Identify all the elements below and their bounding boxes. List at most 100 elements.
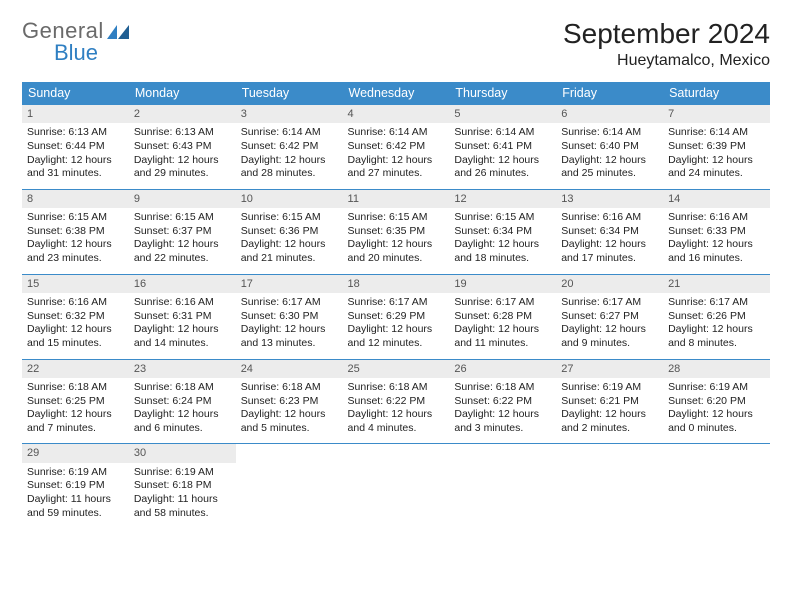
day-header: Thursday — [449, 82, 556, 105]
sunrise-text: Sunrise: 6:17 AM — [454, 296, 551, 310]
day-cell: 13Sunrise: 6:16 AMSunset: 6:34 PMDayligh… — [556, 189, 663, 274]
day-number: 11 — [343, 190, 450, 208]
day-cell: 11Sunrise: 6:15 AMSunset: 6:35 PMDayligh… — [343, 189, 450, 274]
daylight-text: Daylight: 11 hours and 59 minutes. — [27, 493, 124, 520]
logo-sail-icon — [107, 25, 129, 39]
daylight-text: Daylight: 12 hours and 12 minutes. — [348, 323, 445, 350]
sunset-text: Sunset: 6:22 PM — [348, 395, 445, 409]
sunset-text: Sunset: 6:26 PM — [668, 310, 765, 324]
day-number: 6 — [556, 105, 663, 123]
sunrise-text: Sunrise: 6:18 AM — [348, 381, 445, 395]
day-body: Sunrise: 6:17 AMSunset: 6:27 PMDaylight:… — [556, 293, 663, 359]
sunrise-text: Sunrise: 6:17 AM — [241, 296, 338, 310]
day-cell: . — [343, 444, 450, 528]
logo: General Blue — [22, 18, 129, 66]
sunset-text: Sunset: 6:28 PM — [454, 310, 551, 324]
daylight-text: Daylight: 12 hours and 2 minutes. — [561, 408, 658, 435]
sunset-text: Sunset: 6:38 PM — [27, 225, 124, 239]
sunset-text: Sunset: 6:20 PM — [668, 395, 765, 409]
daylight-text: Daylight: 12 hours and 4 minutes. — [348, 408, 445, 435]
day-number: 10 — [236, 190, 343, 208]
sunset-text: Sunset: 6:34 PM — [561, 225, 658, 239]
day-cell: 2Sunrise: 6:13 AMSunset: 6:43 PMDaylight… — [129, 105, 236, 190]
day-body: Sunrise: 6:13 AMSunset: 6:44 PMDaylight:… — [22, 123, 129, 189]
day-header: Saturday — [663, 82, 770, 105]
day-cell: 25Sunrise: 6:18 AMSunset: 6:22 PMDayligh… — [343, 359, 450, 444]
week-row: 22Sunrise: 6:18 AMSunset: 6:25 PMDayligh… — [22, 359, 770, 444]
day-number: 15 — [22, 275, 129, 293]
day-number: 28 — [663, 360, 770, 378]
day-cell: 18Sunrise: 6:17 AMSunset: 6:29 PMDayligh… — [343, 274, 450, 359]
daylight-text: Daylight: 12 hours and 27 minutes. — [348, 154, 445, 181]
sunrise-text: Sunrise: 6:14 AM — [241, 126, 338, 140]
sunrise-text: Sunrise: 6:18 AM — [134, 381, 231, 395]
day-body: Sunrise: 6:17 AMSunset: 6:26 PMDaylight:… — [663, 293, 770, 359]
sunrise-text: Sunrise: 6:16 AM — [27, 296, 124, 310]
day-cell: 15 Sunrise: 6:16 AMSunset: 6:32 PMDayligh… — [22, 274, 129, 359]
week-row: 8Sunrise: 6:15 AMSunset: 6:38 PMDaylight… — [22, 189, 770, 274]
day-cell: 9Sunrise: 6:15 AMSunset: 6:37 PMDaylight… — [129, 189, 236, 274]
day-number: 5 — [449, 105, 556, 123]
daylight-text: Daylight: 12 hours and 3 minutes. — [454, 408, 551, 435]
day-cell: 29Sunrise: 6:19 AMSunset: 6:19 PMDayligh… — [22, 444, 129, 528]
sunrise-text: Sunrise: 6:15 AM — [241, 211, 338, 225]
day-cell: . — [556, 444, 663, 528]
day-body: Sunrise: 6:18 AMSunset: 6:22 PMDaylight:… — [343, 378, 450, 444]
day-body: Sunrise: 6:15 AMSunset: 6:34 PMDaylight:… — [449, 208, 556, 274]
sunrise-text: Sunrise: 6:15 AM — [454, 211, 551, 225]
week-row: 15Sunrise: 6:16 AMSunset: 6:32 PMDayligh… — [22, 274, 770, 359]
day-cell: 10Sunrise: 6:15 AMSunset: 6:36 PMDayligh… — [236, 189, 343, 274]
sunrise-text: Sunrise: 6:19 AM — [668, 381, 765, 395]
sunset-text: Sunset: 6:34 PM — [454, 225, 551, 239]
calendar-table: SundayMondayTuesdayWednesdayThursdayFrid… — [22, 82, 770, 528]
daylight-text: Daylight: 12 hours and 31 minutes. — [27, 154, 124, 181]
daylight-text: Daylight: 12 hours and 23 minutes. — [27, 238, 124, 265]
day-cell: 17Sunrise: 6:17 AMSunset: 6:30 PMDayligh… — [236, 274, 343, 359]
day-number: 30 — [129, 444, 236, 462]
daylight-text: Daylight: 12 hours and 5 minutes. — [241, 408, 338, 435]
day-body: Sunrise: 6:17 AMSunset: 6:30 PMDaylight:… — [236, 293, 343, 359]
sunset-text: Sunset: 6:39 PM — [668, 140, 765, 154]
day-body: Sunrise: 6:15 AMSunset: 6:37 PMDaylight:… — [129, 208, 236, 274]
sunrise-text: Sunrise: 6:13 AM — [27, 126, 124, 140]
daylight-text: Daylight: 12 hours and 15 minutes. — [27, 323, 124, 350]
daylight-text: Daylight: 12 hours and 14 minutes. — [134, 323, 231, 350]
calendar-body: 1Sunrise: 6:13 AMSunset: 6:44 PMDaylight… — [22, 105, 770, 529]
daylight-text: Daylight: 12 hours and 17 minutes. — [561, 238, 658, 265]
day-number: 27 — [556, 360, 663, 378]
day-body: Sunrise: 6:16 AMSunset: 6:33 PMDaylight:… — [663, 208, 770, 274]
day-cell: 24Sunrise: 6:18 AMSunset: 6:23 PMDayligh… — [236, 359, 343, 444]
sunset-text: Sunset: 6:41 PM — [454, 140, 551, 154]
daylight-text: Daylight: 12 hours and 8 minutes. — [668, 323, 765, 350]
day-cell: . — [449, 444, 556, 528]
sunrise-text: Sunrise: 6:18 AM — [241, 381, 338, 395]
day-number: 12 — [449, 190, 556, 208]
day-cell: 8Sunrise: 6:15 AMSunset: 6:38 PMDaylight… — [22, 189, 129, 274]
day-body: Sunrise: 6:14 AMSunset: 6:42 PMDaylight:… — [236, 123, 343, 189]
day-cell: 16Sunrise: 6:16 AMSunset: 6:31 PMDayligh… — [129, 274, 236, 359]
sunrise-text: Sunrise: 6:14 AM — [561, 126, 658, 140]
week-row: 1Sunrise: 6:13 AMSunset: 6:44 PMDaylight… — [22, 105, 770, 190]
title-block: September 2024 Hueytamalco, Mexico — [563, 18, 770, 70]
sunset-text: Sunset: 6:42 PM — [241, 140, 338, 154]
daylight-text: Daylight: 12 hours and 25 minutes. — [561, 154, 658, 181]
sunset-text: Sunset: 6:21 PM — [561, 395, 658, 409]
day-number: 22 — [22, 360, 129, 378]
day-body: Sunrise: 6:14 AMSunset: 6:39 PMDaylight:… — [663, 123, 770, 189]
day-cell: 23Sunrise: 6:18 AMSunset: 6:24 PMDayligh… — [129, 359, 236, 444]
day-header: Tuesday — [236, 82, 343, 105]
sunset-text: Sunset: 6:25 PM — [27, 395, 124, 409]
sunrise-text: Sunrise: 6:16 AM — [668, 211, 765, 225]
daylight-text: Daylight: 12 hours and 20 minutes. — [348, 238, 445, 265]
day-cell: 21Sunrise: 6:17 AMSunset: 6:26 PMDayligh… — [663, 274, 770, 359]
sunset-text: Sunset: 6:44 PM — [27, 140, 124, 154]
day-body: Sunrise: 6:15 AMSunset: 6:35 PMDaylight:… — [343, 208, 450, 274]
sunrise-text: Sunrise: 6:19 AM — [561, 381, 658, 395]
day-number: 26 — [449, 360, 556, 378]
sunset-text: Sunset: 6:32 PM — [27, 310, 124, 324]
sunset-text: Sunset: 6:23 PM — [241, 395, 338, 409]
sunrise-text: Sunrise: 6:18 AM — [27, 381, 124, 395]
day-body: Sunrise: 6:13 AMSunset: 6:43 PMDaylight:… — [129, 123, 236, 189]
day-body: Sunrise: 6:17 AMSunset: 6:28 PMDaylight:… — [449, 293, 556, 359]
day-number: 19 — [449, 275, 556, 293]
